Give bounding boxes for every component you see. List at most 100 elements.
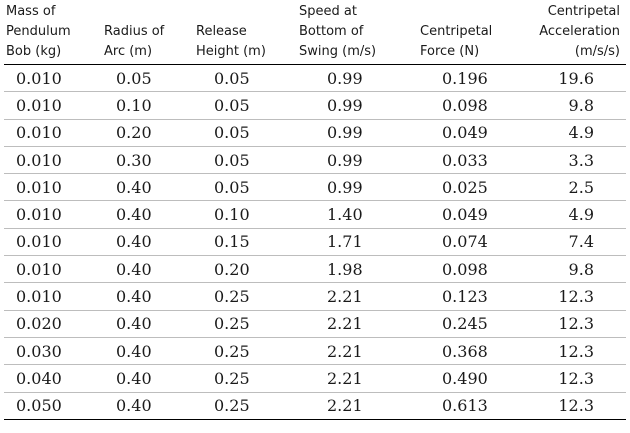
header-radius: Radius of Arc (m) <box>104 24 165 59</box>
data-table-container: Mass of Pendulum Bob (kg) Radius of Arc … <box>4 2 626 420</box>
cell-radius: 0.40 <box>116 341 152 361</box>
table-row: 0.010 0.10 0.05 0.99 0.098 9.8 <box>4 92 626 120</box>
cell-acceleration: 12.3 <box>558 396 594 416</box>
cell-mass: 0.020 <box>16 314 62 334</box>
cell-speed: 0.99 <box>327 150 363 170</box>
cell-acceleration: 12.3 <box>558 341 594 361</box>
header-release-height: Release Height (m) <box>196 24 266 59</box>
cell-radius: 0.40 <box>116 205 152 225</box>
header-row: Mass of Pendulum Bob (kg) Radius of Arc … <box>4 2 626 65</box>
cell-force: 0.368 <box>442 341 488 361</box>
cell-acceleration: 4.9 <box>568 123 594 143</box>
cell-mass: 0.010 <box>16 68 62 88</box>
cell-acceleration: 3.3 <box>568 150 594 170</box>
table-body: 0.010 0.05 0.05 0.99 0.196 19.6 0.010 0.10 0.05 0… <box>4 65 626 420</box>
cell-mass: 0.010 <box>16 232 62 252</box>
table-row: 0.010 0.40 0.15 1.71 0.074 7.4 <box>4 228 626 256</box>
cell-radius: 0.10 <box>116 95 152 115</box>
cell-force: 0.245 <box>442 314 488 334</box>
cell-mass: 0.010 <box>16 205 62 225</box>
cell-radius: 0.40 <box>116 287 152 307</box>
cell-speed: 1.71 <box>327 232 363 252</box>
cell-force: 0.196 <box>442 68 488 88</box>
cell-acceleration: 12.3 <box>558 287 594 307</box>
cell-speed: 2.21 <box>327 368 363 388</box>
cell-speed: 2.21 <box>327 287 363 307</box>
cell-release-height: 0.10 <box>214 205 250 225</box>
table-row: 0.010 0.20 0.05 0.99 0.049 4.9 <box>4 119 626 147</box>
table-row: 0.030 0.40 0.25 2.21 0.368 12.3 <box>4 337 626 365</box>
table-row: 0.010 0.40 0.05 0.99 0.025 2.5 <box>4 174 626 201</box>
cell-force: 0.490 <box>442 368 488 388</box>
cell-mass: 0.030 <box>16 341 62 361</box>
cell-release-height: 0.25 <box>214 368 250 388</box>
cell-release-height: 0.05 <box>214 123 250 143</box>
cell-mass: 0.010 <box>16 259 62 279</box>
table-row: 0.010 0.40 0.10 1.40 0.049 4.9 <box>4 201 626 229</box>
cell-force: 0.098 <box>442 95 488 115</box>
cell-radius: 0.40 <box>116 177 152 197</box>
cell-release-height: 0.15 <box>214 232 250 252</box>
cell-release-height: 0.25 <box>214 287 250 307</box>
cell-release-height: 0.05 <box>214 95 250 115</box>
cell-radius: 0.40 <box>116 259 152 279</box>
cell-speed: 0.99 <box>327 177 363 197</box>
cell-speed: 2.21 <box>327 396 363 416</box>
cell-speed: 1.40 <box>327 205 363 225</box>
cell-radius: 0.40 <box>116 314 152 334</box>
cell-release-height: 0.05 <box>214 177 250 197</box>
cell-acceleration: 4.9 <box>568 205 594 225</box>
cell-mass: 0.010 <box>16 287 62 307</box>
cell-acceleration: 7.4 <box>568 232 594 252</box>
cell-speed: 0.99 <box>327 95 363 115</box>
cell-radius: 0.40 <box>116 396 152 416</box>
table-row: 0.010 0.40 0.25 2.21 0.123 12.3 <box>4 283 626 311</box>
header-centripetal-force: Centripetal Force (N) <box>420 24 493 59</box>
cell-force: 0.123 <box>442 287 488 307</box>
table-row: 0.010 0.30 0.05 0.99 0.033 3.3 <box>4 146 626 174</box>
cell-force: 0.098 <box>442 259 488 279</box>
cell-force: 0.074 <box>442 232 488 252</box>
cell-radius: 0.20 <box>116 123 152 143</box>
table-row: 0.010 0.40 0.20 1.98 0.098 9.8 <box>4 256 626 283</box>
cell-release-height: 0.25 <box>214 314 250 334</box>
cell-force: 0.613 <box>442 396 488 416</box>
cell-radius: 0.05 <box>116 68 152 88</box>
header-speed: Speed at Bottom of Swing (m/s) <box>299 4 377 59</box>
header-centripetal-acceleration: Centripetal Acceleration (m/s/s) <box>539 4 620 59</box>
cell-release-height: 0.25 <box>214 341 250 361</box>
cell-force: 0.049 <box>442 123 488 143</box>
cell-speed: 2.21 <box>327 314 363 334</box>
cell-release-height: 0.05 <box>214 150 250 170</box>
cell-acceleration: 9.8 <box>568 259 594 279</box>
cell-mass: 0.010 <box>16 95 62 115</box>
cell-force: 0.049 <box>442 205 488 225</box>
cell-mass: 0.050 <box>16 396 62 416</box>
cell-speed: 1.98 <box>327 259 363 279</box>
table-row: 0.020 0.40 0.25 2.21 0.245 12.3 <box>4 310 626 338</box>
cell-release-height: 0.25 <box>214 396 250 416</box>
cell-force: 0.025 <box>442 177 488 197</box>
cell-release-height: 0.05 <box>214 68 250 88</box>
header-mass: Mass of Pendulum Bob (kg) <box>6 4 71 59</box>
cell-radius: 0.30 <box>116 150 152 170</box>
cell-acceleration: 19.6 <box>558 68 594 88</box>
cell-speed: 0.99 <box>327 123 363 143</box>
cell-mass: 0.010 <box>16 177 62 197</box>
cell-acceleration: 12.3 <box>558 314 594 334</box>
cell-speed: 2.21 <box>327 341 363 361</box>
cell-acceleration: 12.3 <box>558 368 594 388</box>
pendulum-data-table: Mass of Pendulum Bob (kg) Radius of Arc … <box>4 2 626 420</box>
cell-radius: 0.40 <box>116 368 152 388</box>
cell-mass: 0.010 <box>16 123 62 143</box>
cell-speed: 0.99 <box>327 68 363 88</box>
cell-radius: 0.40 <box>116 232 152 252</box>
cell-force: 0.033 <box>442 150 488 170</box>
table-row: 0.040 0.40 0.25 2.21 0.490 12.3 <box>4 365 626 393</box>
cell-release-height: 0.20 <box>214 259 250 279</box>
table-row: 0.010 0.05 0.05 0.99 0.196 19.6 <box>4 65 626 92</box>
table-header: Mass of Pendulum Bob (kg) Radius of Arc … <box>4 2 626 65</box>
cell-acceleration: 2.5 <box>568 177 594 197</box>
cell-mass: 0.040 <box>16 368 62 388</box>
cell-acceleration: 9.8 <box>568 95 594 115</box>
